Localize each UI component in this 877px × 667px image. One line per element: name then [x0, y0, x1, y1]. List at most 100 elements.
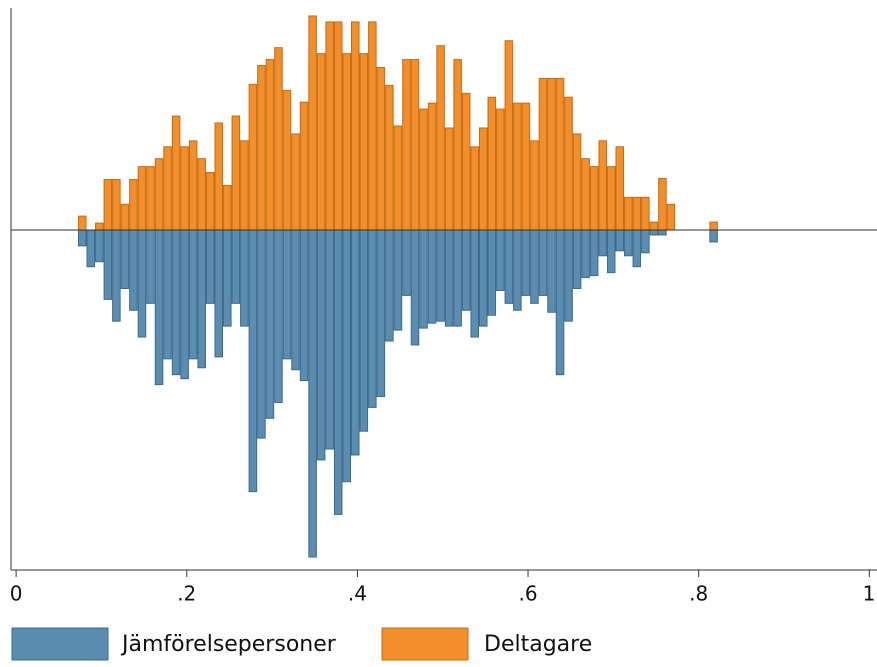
bar — [299, 101, 309, 231]
bar — [513, 229, 522, 311]
bar — [641, 229, 650, 254]
bar — [385, 229, 394, 342]
bar — [154, 229, 164, 386]
bar — [530, 140, 539, 231]
bar — [120, 229, 130, 289]
bar — [521, 229, 531, 296]
bar — [487, 229, 497, 316]
bar — [589, 166, 599, 231]
bar — [589, 229, 599, 277]
bar — [504, 40, 514, 231]
bar — [120, 203, 130, 231]
x-tick-label: .8 — [689, 582, 708, 606]
bar — [530, 229, 539, 304]
bar — [709, 221, 718, 231]
bar — [214, 229, 224, 358]
bar — [496, 229, 505, 291]
bar — [274, 229, 283, 403]
bar — [197, 229, 206, 369]
x-tick-label: 1 — [863, 582, 876, 606]
bar — [521, 102, 531, 231]
bar — [496, 108, 505, 231]
bar — [86, 229, 96, 268]
bar — [282, 89, 292, 231]
bar — [402, 59, 411, 231]
bar — [393, 229, 403, 331]
bar — [112, 229, 121, 322]
bar — [223, 184, 232, 231]
bar — [487, 96, 497, 231]
bar — [419, 229, 428, 329]
bar — [77, 215, 87, 231]
bar — [308, 15, 317, 231]
bar — [163, 229, 172, 360]
bar — [453, 229, 462, 327]
bar — [504, 229, 514, 304]
bar — [453, 59, 462, 231]
bar — [410, 59, 420, 231]
bar — [624, 229, 633, 257]
bar — [606, 229, 616, 274]
bar — [385, 84, 394, 231]
bar — [368, 21, 377, 231]
bar — [103, 178, 113, 231]
bar — [581, 158, 590, 231]
bar — [146, 229, 155, 304]
bar — [598, 229, 607, 257]
bar — [624, 196, 633, 231]
bar — [240, 140, 249, 231]
bar — [316, 53, 326, 231]
bar — [564, 96, 573, 231]
bar — [214, 122, 224, 231]
bar — [333, 21, 343, 231]
bar — [137, 229, 147, 338]
bar — [444, 229, 454, 327]
bar — [393, 125, 403, 231]
bar — [547, 229, 556, 313]
bar — [180, 229, 189, 380]
bar — [240, 229, 249, 327]
bar — [615, 146, 625, 231]
bar — [402, 229, 411, 296]
bar — [291, 229, 300, 371]
bar — [274, 47, 283, 231]
bar — [95, 229, 104, 263]
bar — [461, 229, 471, 311]
bar — [649, 229, 659, 236]
bar — [223, 229, 232, 327]
bar — [478, 127, 488, 231]
bar — [154, 158, 164, 231]
bar — [427, 229, 437, 324]
bar — [146, 166, 155, 231]
bar — [538, 229, 548, 296]
bar — [376, 229, 386, 398]
bar — [197, 158, 206, 231]
bar — [248, 229, 258, 493]
bar — [410, 229, 420, 346]
bar — [436, 229, 445, 322]
bar — [351, 21, 360, 231]
bar — [615, 229, 625, 252]
x-tick-label: .4 — [348, 582, 367, 606]
bar — [427, 102, 437, 231]
x-tick-label: .6 — [518, 582, 537, 606]
bar — [641, 196, 650, 231]
legend-label: Jämförelsepersoner — [120, 632, 337, 657]
bar — [572, 229, 582, 289]
bar — [265, 229, 275, 419]
bar — [299, 229, 309, 382]
bar — [606, 166, 616, 231]
bar — [581, 229, 590, 279]
bar — [129, 229, 138, 311]
bar — [572, 133, 582, 231]
bar — [555, 229, 565, 376]
bar — [666, 203, 676, 231]
bar — [538, 77, 548, 231]
bar — [231, 115, 241, 231]
bar — [137, 166, 147, 231]
bar — [308, 229, 317, 558]
bar — [316, 229, 326, 461]
bar — [709, 229, 718, 243]
bar — [282, 229, 292, 360]
